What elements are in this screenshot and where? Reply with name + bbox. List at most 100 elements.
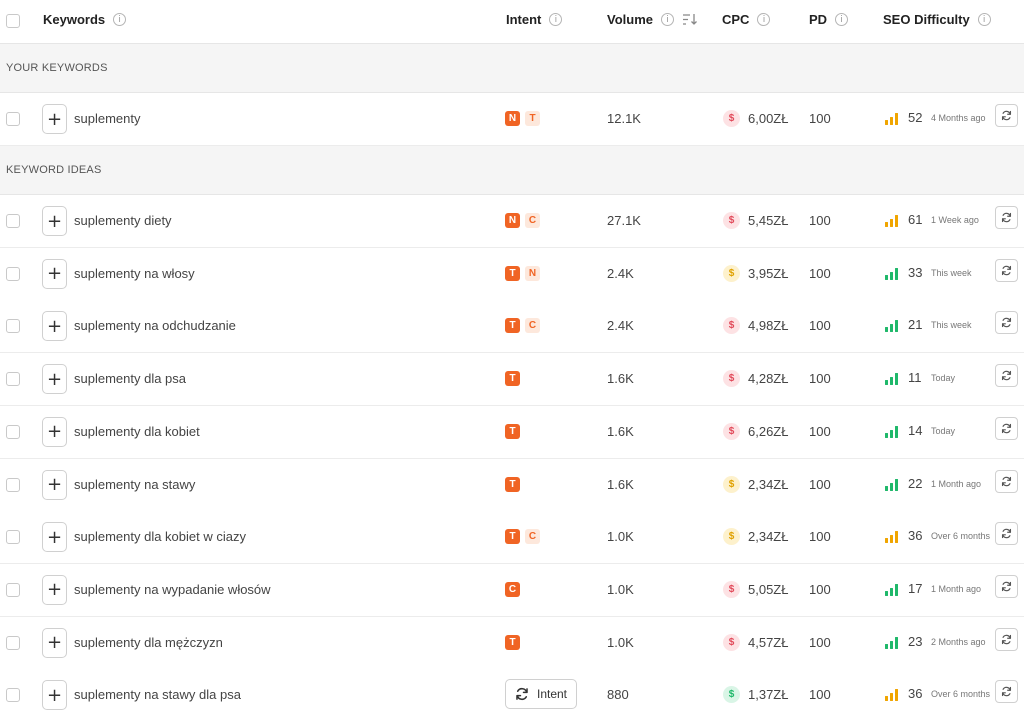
col-cpc-label: CPC <box>722 12 750 27</box>
seo-difficulty-value: 14 <box>908 422 923 438</box>
col-volume[interactable]: Volume i <box>607 12 698 27</box>
intent-badges: T <box>505 423 520 439</box>
info-icon[interactable]: i <box>549 13 563 26</box>
add-keyword-button[interactable]: + <box>42 574 67 605</box>
add-keyword-button[interactable]: + <box>42 258 67 289</box>
section-keyword-ideas-label: KEYWORD IDEAS <box>6 164 102 176</box>
intent-badge: C <box>525 529 540 545</box>
row-checkbox[interactable] <box>6 112 20 126</box>
plus-icon: + <box>46 263 63 285</box>
refresh-button[interactable] <box>995 522 1018 546</box>
col-intent-label: Intent <box>506 12 542 27</box>
select-all-checkbox[interactable] <box>6 14 20 28</box>
row-checkbox[interactable] <box>6 530 20 545</box>
add-keyword-button[interactable]: + <box>42 206 67 236</box>
add-keyword-button[interactable]: + <box>42 680 67 711</box>
add-keyword-button[interactable]: + <box>42 311 67 342</box>
difficulty-bars-icon <box>885 478 898 491</box>
dollar-icon: $ <box>723 580 740 598</box>
cpc-value: 5,45ZŁ <box>748 213 789 228</box>
keyword-text[interactable]: suplementy na stawy <box>74 476 196 492</box>
row-checkbox[interactable] <box>6 319 20 334</box>
add-keyword-button[interactable]: + <box>42 416 67 447</box>
volume-value: 2.4K <box>607 265 634 281</box>
sort-icon[interactable] <box>682 13 698 26</box>
refresh-button[interactable] <box>995 364 1018 388</box>
pd-value: 100 <box>809 476 831 492</box>
refresh-button[interactable] <box>995 627 1018 651</box>
info-icon[interactable]: i <box>977 13 991 26</box>
last-updated: 4 Months ago <box>931 113 986 123</box>
keyword-text[interactable]: suplementy na stawy dla psa <box>74 687 241 703</box>
volume-value: 1.6K <box>607 371 634 387</box>
refresh-button[interactable] <box>995 416 1018 440</box>
intent-button[interactable]: Intent <box>505 679 577 710</box>
info-icon[interactable]: i <box>757 13 771 26</box>
seo-difficulty-value: 52 <box>908 110 923 125</box>
refresh-button[interactable] <box>995 574 1018 598</box>
add-keyword-button[interactable]: + <box>42 364 67 395</box>
table-row[interactable]: + suplementy dla mężczyzn T 1.0K $ 4,57Z… <box>0 616 1024 670</box>
last-updated: 1 Month ago <box>931 583 982 594</box>
section-your-keywords-label: YOUR KEYWORDS <box>6 62 108 74</box>
keyword-text[interactable]: suplementy dla psa <box>74 371 187 387</box>
row-checkbox[interactable] <box>6 266 20 281</box>
col-seo-difficulty[interactable]: SEO Difficulty i <box>883 12 991 27</box>
col-keywords[interactable]: Keywords i <box>43 12 127 27</box>
dollar-icon: $ <box>723 475 740 493</box>
refresh-icon <box>1001 528 1012 539</box>
row-checkbox[interactable] <box>6 477 20 492</box>
pd-value: 100 <box>809 423 831 439</box>
pd-value: 100 <box>809 111 831 126</box>
refresh-button[interactable] <box>995 469 1018 493</box>
col-seo-difficulty-label: SEO Difficulty <box>883 12 970 27</box>
keyword-text[interactable]: suplementy diety <box>74 213 172 228</box>
row-checkbox[interactable] <box>6 582 20 597</box>
row-checkbox[interactable] <box>6 214 20 228</box>
refresh-button[interactable] <box>995 258 1018 282</box>
cpc-value: 6,26ZŁ <box>748 423 789 439</box>
volume-value: 1.6K <box>607 423 634 439</box>
col-intent[interactable]: Intent i <box>506 12 563 27</box>
intent-badge: T <box>505 371 520 387</box>
refresh-button[interactable] <box>995 680 1018 704</box>
table-row[interactable]: + suplementy dla kobiet T 1.6K $ 6,26ZŁ … <box>0 405 1024 459</box>
keyword-text[interactable]: suplementy <box>74 111 141 126</box>
add-keyword-button[interactable]: + <box>42 104 67 134</box>
keyword-text[interactable]: suplementy dla mężczyzn <box>74 634 223 650</box>
col-cpc[interactable]: CPC i <box>722 12 771 27</box>
keyword-text[interactable]: suplementy dla kobiet w ciazy <box>74 529 246 545</box>
col-pd[interactable]: PD i <box>809 12 849 27</box>
plus-icon: + <box>46 526 63 548</box>
refresh-button[interactable] <box>995 104 1018 127</box>
table-row[interactable]: + suplementy na stawy dla psa 880 $ 1,37… <box>0 669 1024 720</box>
info-icon[interactable]: i <box>835 13 849 26</box>
table-row[interactable]: + suplementy na stawy T 1.6K $ 2,34ZŁ 10… <box>0 458 1024 512</box>
difficulty-bars-icon <box>885 373 898 386</box>
row-checkbox[interactable] <box>6 635 20 650</box>
pd-value: 100 <box>809 213 831 228</box>
keyword-text[interactable]: suplementy dla kobiet <box>74 423 200 439</box>
table-row[interactable]: + suplementy dla psa T 1.6K $ 4,28ZŁ 100… <box>0 353 1024 407</box>
row-checkbox[interactable] <box>6 424 20 439</box>
add-keyword-button[interactable]: + <box>42 469 67 500</box>
row-checkbox[interactable] <box>6 688 20 703</box>
refresh-button[interactable] <box>995 311 1018 335</box>
keyword-text[interactable]: suplementy na wypadanie włosów <box>74 581 271 597</box>
row-checkbox[interactable] <box>6 372 20 387</box>
add-keyword-button[interactable]: + <box>42 627 67 658</box>
add-keyword-button[interactable]: + <box>42 522 67 553</box>
keyword-text[interactable]: suplementy na włosy <box>74 265 195 281</box>
refresh-button[interactable] <box>995 206 1018 229</box>
info-icon[interactable]: i <box>661 13 674 26</box>
keyword-text[interactable]: suplementy na odchudzanie <box>74 318 236 334</box>
info-icon[interactable]: i <box>113 13 127 26</box>
table-row[interactable]: + suplementy na wypadanie włosów C 1.0K … <box>0 563 1024 617</box>
